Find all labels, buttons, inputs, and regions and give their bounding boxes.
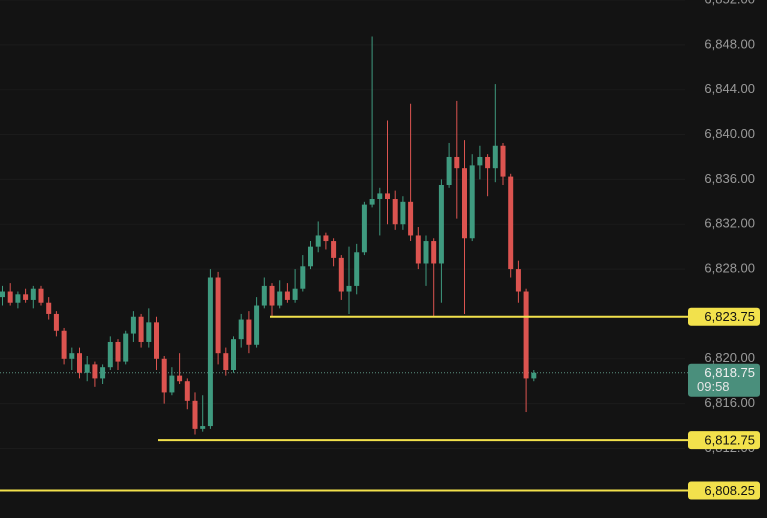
candle-body [161, 358, 167, 393]
candle-body [246, 319, 252, 345]
candle-body [92, 364, 98, 379]
candle-body [238, 319, 244, 340]
candle-body [492, 145, 498, 169]
candle-body [446, 156, 452, 185]
candle-body [115, 341, 121, 362]
level-label-box [688, 431, 760, 450]
y-tick-label: 6,832.00 [704, 216, 755, 231]
y-tick-label: 6,840.00 [704, 126, 755, 141]
candle-body [323, 235, 329, 242]
candle-body [146, 322, 152, 342]
candle-body [15, 294, 21, 303]
candle-body [261, 285, 267, 306]
candle-body [107, 341, 113, 368]
candle-body [38, 288, 44, 303]
candle-body [69, 353, 75, 359]
candle-body [61, 330, 67, 359]
candle-body [477, 156, 483, 166]
candle-body [469, 165, 475, 239]
candle-body [100, 367, 106, 379]
candle-body [431, 241, 437, 264]
candle-body [169, 375, 175, 393]
candle-body [130, 316, 136, 334]
candle-body [254, 305, 260, 345]
candle-body [415, 235, 421, 264]
candle-body [346, 285, 352, 292]
countdown: 09:58 [697, 379, 730, 394]
candle-body [523, 291, 529, 379]
candle-body [223, 353, 229, 370]
candle-body [331, 241, 337, 258]
candle-body [315, 235, 321, 247]
candle-body [377, 193, 383, 200]
candle-body [462, 168, 467, 239]
current-price-label: 6,818.75 [704, 365, 755, 380]
candle-body [23, 294, 29, 300]
candle-body [215, 277, 221, 354]
candle-body [485, 156, 491, 169]
candle-body [284, 291, 290, 300]
candle-body [123, 333, 129, 362]
candle-body [138, 316, 144, 342]
candle-body [392, 199, 398, 225]
candle-body [369, 199, 375, 205]
candle-body [500, 145, 506, 177]
y-tick-label: 6,828.00 [704, 261, 755, 276]
y-tick-label: 6,844.00 [704, 81, 755, 96]
candle-body [7, 291, 13, 303]
candle-body [531, 372, 537, 379]
candle-body [0, 291, 5, 298]
candle-body [269, 285, 275, 306]
y-tick-label: 6,836.00 [704, 171, 755, 186]
y-tick-label: 6,852.00 [704, 0, 755, 6]
candle-body [400, 201, 406, 225]
candle-body [154, 322, 159, 359]
candle-body [338, 257, 344, 292]
candle-body [423, 241, 429, 264]
candle-body [84, 364, 90, 373]
candle-body [292, 288, 298, 300]
candle-body [508, 176, 514, 270]
candle-body [77, 353, 82, 373]
y-tick-label: 6,848.00 [704, 36, 755, 51]
candle-body [408, 201, 414, 236]
candle-body [277, 291, 283, 306]
candle-body [53, 313, 59, 331]
y-tick-label: 6,816.00 [704, 395, 755, 410]
candle-body [192, 400, 198, 429]
candle-body [177, 375, 183, 382]
candle-body [438, 185, 444, 264]
candle-body [30, 288, 36, 300]
level-label-box [688, 307, 760, 326]
candle-body [200, 426, 206, 429]
candle-body [300, 266, 306, 289]
candle-body [231, 339, 236, 370]
level-label: 6,808.25 [704, 483, 755, 498]
level-label: 6,823.75 [704, 309, 755, 324]
candle-body [361, 204, 367, 253]
current-price-box [688, 363, 760, 397]
candle-body [385, 193, 390, 200]
candle-body [454, 156, 460, 169]
level-label: 6,812.75 [704, 433, 755, 448]
candle-body [46, 302, 52, 314]
y-tick-label: 6,820.00 [704, 350, 755, 365]
candle-body [308, 246, 313, 267]
candle-body [207, 277, 213, 427]
level-label-box [688, 481, 760, 500]
candle-body [184, 381, 190, 401]
candle-body [354, 252, 360, 286]
candle-body [515, 269, 521, 292]
